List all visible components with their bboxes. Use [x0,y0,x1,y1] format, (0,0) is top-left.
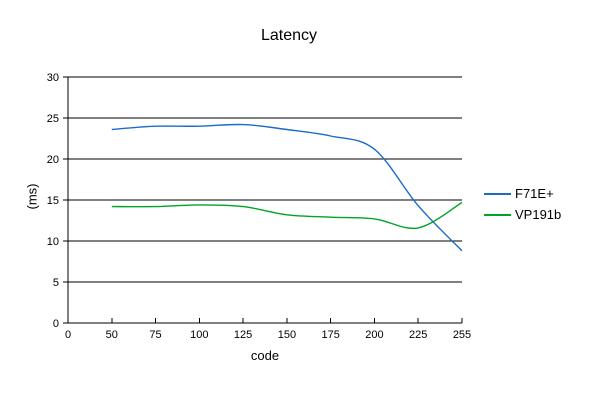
x-tick-label: 150 [278,329,296,341]
x-tick-label: 175 [321,329,339,341]
series-line-f71e+ [111,123,463,252]
x-axis-label: code [250,348,280,363]
legend-label-0: F71E+ [515,186,554,201]
legend-label-1: VP191b [515,207,562,222]
y-tick-label: 10 [47,236,59,248]
gridlines: 0 5 10 15 20 25 30 [47,72,462,330]
x-tick-label: 125 [234,329,252,341]
y-tick-label: 15 [47,195,59,207]
x-tick-label: 255 [453,329,471,341]
series-line-vp191b [111,201,463,230]
x-tick-label: 50 [106,329,118,341]
x-tick-label: 200 [365,329,383,341]
y-tick-label: 20 [47,154,59,166]
legend: F71E+ VP191b [484,183,561,225]
y-axis-label: (ms) [24,183,40,210]
chart-title: Latency [260,27,318,44]
x-tick-label: 0 [65,329,71,341]
legend-swatch-1 [484,213,511,216]
x-tick-label: 100 [190,329,208,341]
x-tick-label: 225 [409,329,427,341]
legend-item-vp191b: VP191b [484,204,561,225]
y-tick-label: 30 [47,72,59,84]
y-tick-label: 0 [53,318,59,330]
x-tick-label: 75 [149,329,161,341]
legend-swatch-0 [484,192,511,195]
x-axis-ticks: 0 50 75 100 125 150 175 200 225 255 [65,318,471,341]
legend-item-f71e: F71E+ [484,183,561,204]
y-tick-label: 25 [47,113,59,125]
y-tick-label: 5 [53,277,59,289]
